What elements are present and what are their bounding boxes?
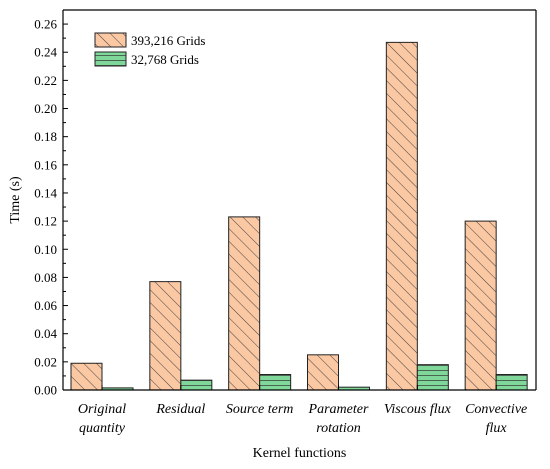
legend-swatch-small-grid <box>94 51 127 67</box>
bar-small-grid-2 <box>259 374 292 391</box>
y-tick-label: 0.22 <box>34 73 57 88</box>
y-tick-label: 0.10 <box>34 242 57 257</box>
x-tick-label: Source term <box>226 402 294 417</box>
legend-label-large-grid: 393,216 Grids <box>131 33 205 48</box>
y-tick-label: 0.00 <box>34 383 57 398</box>
x-tick-label: Viscous flux <box>384 402 452 417</box>
bar-large-grid-3 <box>307 354 339 391</box>
x-axis-title: Kernel functions <box>253 446 347 461</box>
x-tick-label: Convective flux <box>465 402 527 436</box>
bar-small-grid-5 <box>495 374 528 391</box>
y-tick-label: 0.26 <box>34 17 57 32</box>
bar-small-grid-1 <box>180 379 213 391</box>
y-tick-label: 0.06 <box>34 298 57 313</box>
y-tick-label: 0.18 <box>34 129 57 144</box>
x-tick-label: Original quantity <box>78 402 126 436</box>
bar-large-grid-0 <box>70 362 103 391</box>
y-tick-label: 0.24 <box>34 45 57 60</box>
bar-small-grid-4 <box>416 364 449 391</box>
bar-large-grid-1 <box>149 281 182 391</box>
legend-swatch-large-grid <box>94 32 127 48</box>
y-tick-label: 0.04 <box>34 326 57 341</box>
legend-label-small-grid: 32,768 Grids <box>131 52 199 67</box>
y-tick-label: 0.12 <box>34 214 57 229</box>
bar-large-grid-2 <box>228 216 261 391</box>
y-tick-label: 0.14 <box>34 185 57 200</box>
bar-large-grid-5 <box>464 220 497 391</box>
y-tick-label: 0.02 <box>34 354 57 369</box>
y-tick-label: 0.08 <box>34 270 57 285</box>
y-axis-title: Time (s) <box>8 176 23 224</box>
bar-large-grid-4 <box>385 41 418 391</box>
x-tick-label: Parameter rotation <box>308 402 369 436</box>
x-tick-label: Residual <box>155 402 205 417</box>
y-tick-label: 0.20 <box>34 101 57 116</box>
y-tick-label: 0.16 <box>34 157 57 172</box>
